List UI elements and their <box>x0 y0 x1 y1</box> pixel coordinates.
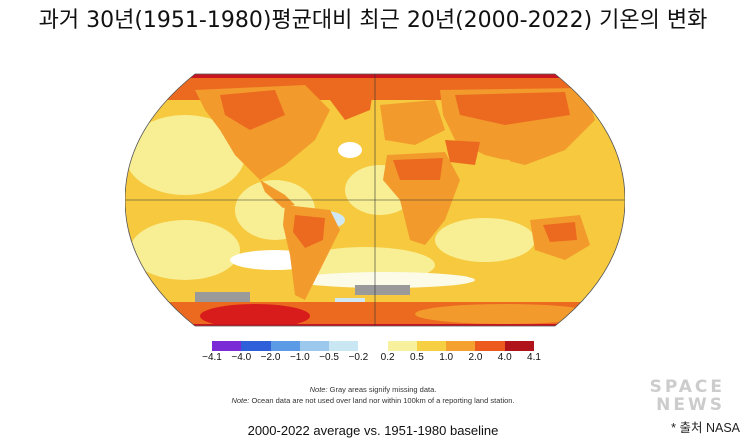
legend-tick: −4.1 <box>202 352 222 363</box>
legend-swatch <box>299 341 330 351</box>
south-pacific <box>130 220 240 280</box>
legend-tick-labels: −4.1 −4.0 −2.0 −1.0 −0.5 −0.2 0.2 0.5 1.0 2.0 4.0 4… <box>202 352 545 366</box>
legend-swatch <box>329 341 359 351</box>
note-line-2: Note: Ocean data are not used over land … <box>231 396 515 405</box>
legend-swatch <box>504 341 534 351</box>
temperature-anomaly-map <box>125 70 625 330</box>
legend-swatch <box>241 341 271 351</box>
siberia-hot <box>455 92 570 125</box>
indian-ocean <box>435 218 535 262</box>
antarctic-peninsula-hot <box>200 304 310 326</box>
legend-swatch <box>358 341 388 351</box>
source-credit: * 출처 NASA <box>671 421 740 435</box>
legend-tick: −4.0 <box>231 352 252 363</box>
legend-tick: 1.0 <box>439 352 454 363</box>
globe-outline <box>125 73 625 327</box>
note-line-1: Note: Gray areas signify missing data. <box>309 385 437 394</box>
legend-tick: 2.0 <box>468 352 483 363</box>
legend-tick: −0.5 <box>319 352 339 363</box>
legend-tick: 0.2 <box>380 352 395 363</box>
legend-tick: 4.0 <box>497 352 512 363</box>
map-caption: 2000-2022 average vs. 1951-1980 baseline <box>247 423 499 438</box>
central-america <box>260 180 295 208</box>
page-title: 과거 30년(1951-1980)평균대비 최근 20년(2000-2022) … <box>38 8 708 33</box>
missing-data-2 <box>355 285 410 295</box>
legend-tick: 4.1 <box>527 352 541 363</box>
india <box>485 158 510 190</box>
middle-east <box>445 140 480 165</box>
legend-color-bar <box>212 341 534 351</box>
pacific-north <box>125 115 245 195</box>
legend-tick: −0.2 <box>348 352 369 363</box>
legend-swatch <box>212 341 242 351</box>
australia-core <box>543 222 577 242</box>
legend-tick: 0.5 <box>409 352 424 363</box>
legend-swatch <box>475 341 505 351</box>
europe <box>380 100 445 145</box>
missing-data-1 <box>195 292 250 302</box>
sahara-hot <box>393 158 443 180</box>
legend-swatch <box>387 341 417 351</box>
legend-tick: −2.0 <box>260 352 281 363</box>
north-atlantic-white <box>338 142 362 158</box>
antarctic-warm-east <box>415 304 595 324</box>
legend-tick: −1.0 <box>289 352 310 363</box>
north-america-warm <box>220 90 285 130</box>
legend-swatch <box>416 341 447 351</box>
southern-ocean-white-2 <box>295 272 475 288</box>
greenland <box>325 78 375 120</box>
south-america-core <box>293 215 325 248</box>
spacenews-watermark-logo: SPACE NEWS <box>649 377 725 415</box>
legend-swatch <box>270 341 300 351</box>
map-notes: Note: Gray areas signify missing data. N… <box>150 384 596 406</box>
legend-swatch <box>446 341 476 351</box>
